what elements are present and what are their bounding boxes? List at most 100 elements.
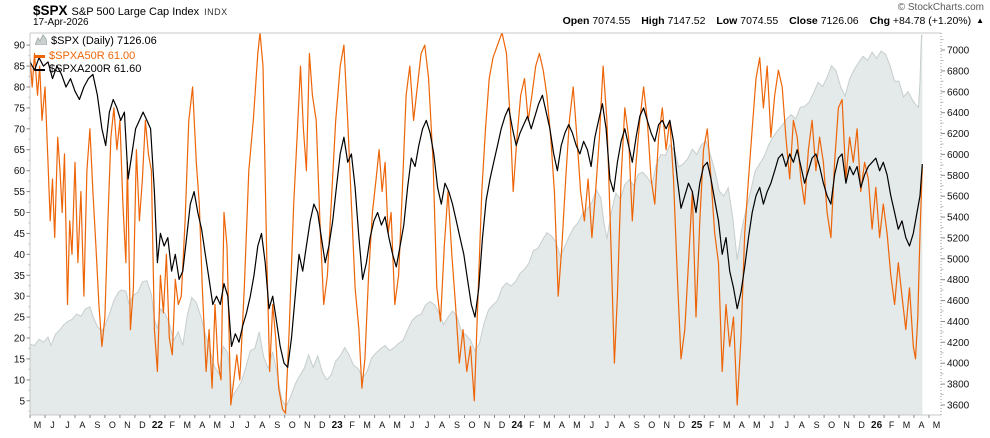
svg-text:M: M — [543, 420, 551, 430]
svg-text:M: M — [903, 420, 911, 430]
svg-text:F: F — [349, 420, 355, 430]
legend-a50r: $SPXA50R 61.00 — [35, 50, 157, 64]
svg-text:A: A — [799, 420, 805, 430]
svg-text:4800: 4800 — [947, 275, 970, 286]
svg-text:F: F — [529, 420, 535, 430]
svg-text:3800: 3800 — [947, 380, 970, 391]
right-axis: 7000 6800 6600 6400 6200 6000 5800 5600 5400 5200… — [941, 39, 970, 412]
svg-text:J: J — [65, 420, 70, 430]
exchange-tag: INDX — [204, 7, 228, 17]
svg-text:23: 23 — [332, 420, 344, 431]
svg-text:80: 80 — [14, 83, 26, 94]
svg-text:60: 60 — [14, 166, 26, 177]
svg-text:50: 50 — [14, 208, 26, 219]
svg-text:J: J — [410, 420, 415, 430]
svg-text:3600: 3600 — [947, 401, 970, 412]
svg-text:A: A — [379, 420, 385, 430]
svg-text:6200: 6200 — [947, 129, 970, 140]
left-axis: 90 85 80 75 70 65 60 55 50 45 40 35 30 25 20 15 10 5 — [14, 41, 30, 412]
low-value: 7074.55 — [740, 15, 779, 27]
svg-text:S: S — [454, 420, 460, 430]
svg-text:M: M — [184, 420, 192, 430]
spxa200r-line — [30, 57, 923, 368]
close-value: 7126.06 — [820, 15, 859, 27]
chg-value: +84.78 (+1.20%) — [892, 15, 972, 27]
spxa50r-line — [30, 33, 923, 414]
svg-text:N: N — [124, 420, 131, 430]
svg-text:O: O — [109, 420, 116, 430]
svg-text:A: A — [918, 420, 924, 430]
svg-text:A: A — [559, 420, 565, 430]
svg-text:O: O — [828, 420, 835, 430]
svg-text:J: J — [784, 420, 789, 430]
index-name: S&P 500 Large Cap Index — [71, 6, 200, 18]
svg-text:5200: 5200 — [947, 233, 970, 244]
chart-legend: $SPX (Daily) 7126.06 $SPXA50R 61.00 $SPX… — [34, 34, 157, 77]
svg-text:90: 90 — [14, 41, 26, 52]
svg-text:5400: 5400 — [947, 213, 970, 224]
svg-text:5: 5 — [19, 396, 25, 407]
svg-text:S: S — [274, 420, 280, 430]
svg-text:N: N — [843, 420, 850, 430]
open-value: 7074.55 — [592, 15, 631, 27]
svg-text:M: M — [573, 420, 581, 430]
svg-text:J: J — [605, 420, 610, 430]
svg-text:D: D — [858, 420, 865, 430]
quote-line: Open 7074.55 High 7147.52 Low 7074.55 Cl… — [563, 15, 984, 27]
svg-text:J: J — [590, 420, 595, 430]
svg-text:O: O — [468, 420, 475, 430]
svg-text:F: F — [709, 420, 715, 430]
svg-text:45: 45 — [14, 229, 26, 240]
svg-text:J: J — [769, 420, 774, 430]
low-label: Low — [716, 15, 738, 27]
svg-text:6800: 6800 — [947, 66, 970, 77]
svg-text:M: M — [34, 420, 42, 430]
svg-text:M: M — [723, 420, 731, 430]
chart-date: 17-Apr-2026 — [33, 17, 89, 28]
open-label: Open — [562, 15, 590, 27]
close-label: Close — [789, 15, 818, 27]
svg-text:S: S — [814, 420, 820, 430]
svg-text:30: 30 — [14, 292, 26, 303]
svg-text:7000: 7000 — [947, 46, 970, 57]
svg-text:A: A — [79, 420, 85, 430]
legend-a50r-label: $SPXA50R 61.00 — [49, 49, 136, 62]
orange-line-swatch-icon — [35, 55, 45, 58]
svg-text:J: J — [50, 420, 55, 430]
svg-text:5000: 5000 — [947, 254, 970, 265]
svg-text:6400: 6400 — [947, 108, 970, 119]
svg-text:A: A — [199, 420, 205, 430]
svg-text:O: O — [648, 420, 655, 430]
svg-text:55: 55 — [14, 187, 26, 198]
svg-text:F: F — [889, 420, 895, 430]
legend-spx: $SPX (Daily) 7126.06 — [34, 34, 157, 50]
svg-text:35: 35 — [14, 271, 26, 282]
x-axis: M J J A S O N D 22 F M A M J J A S O N D 23 F M A M J J A S O N D 24 F M A M… — [29, 415, 941, 431]
svg-text:S: S — [94, 420, 100, 430]
svg-text:D: D — [499, 420, 506, 430]
svg-text:10: 10 — [14, 375, 26, 386]
svg-text:6000: 6000 — [947, 150, 970, 161]
svg-text:J: J — [230, 420, 235, 430]
plot-frame — [29, 32, 942, 416]
svg-text:25: 25 — [691, 420, 703, 431]
svg-text:75: 75 — [14, 103, 26, 114]
svg-text:M: M — [933, 420, 941, 430]
black-line-swatch-icon — [35, 68, 45, 71]
svg-text:N: N — [484, 420, 491, 430]
svg-text:M: M — [214, 420, 222, 430]
svg-text:4000: 4000 — [947, 359, 970, 370]
up-arrow-icon: ▲ — [976, 16, 984, 25]
svg-text:F: F — [170, 420, 176, 430]
svg-text:O: O — [289, 420, 296, 430]
svg-text:A: A — [619, 420, 625, 430]
svg-text:D: D — [139, 420, 146, 430]
svg-text:D: D — [319, 420, 326, 430]
svg-text:40: 40 — [14, 250, 26, 261]
high-label: High — [641, 15, 665, 27]
svg-text:85: 85 — [14, 62, 26, 73]
overlay-lines — [30, 33, 923, 414]
svg-text:24: 24 — [511, 420, 523, 431]
